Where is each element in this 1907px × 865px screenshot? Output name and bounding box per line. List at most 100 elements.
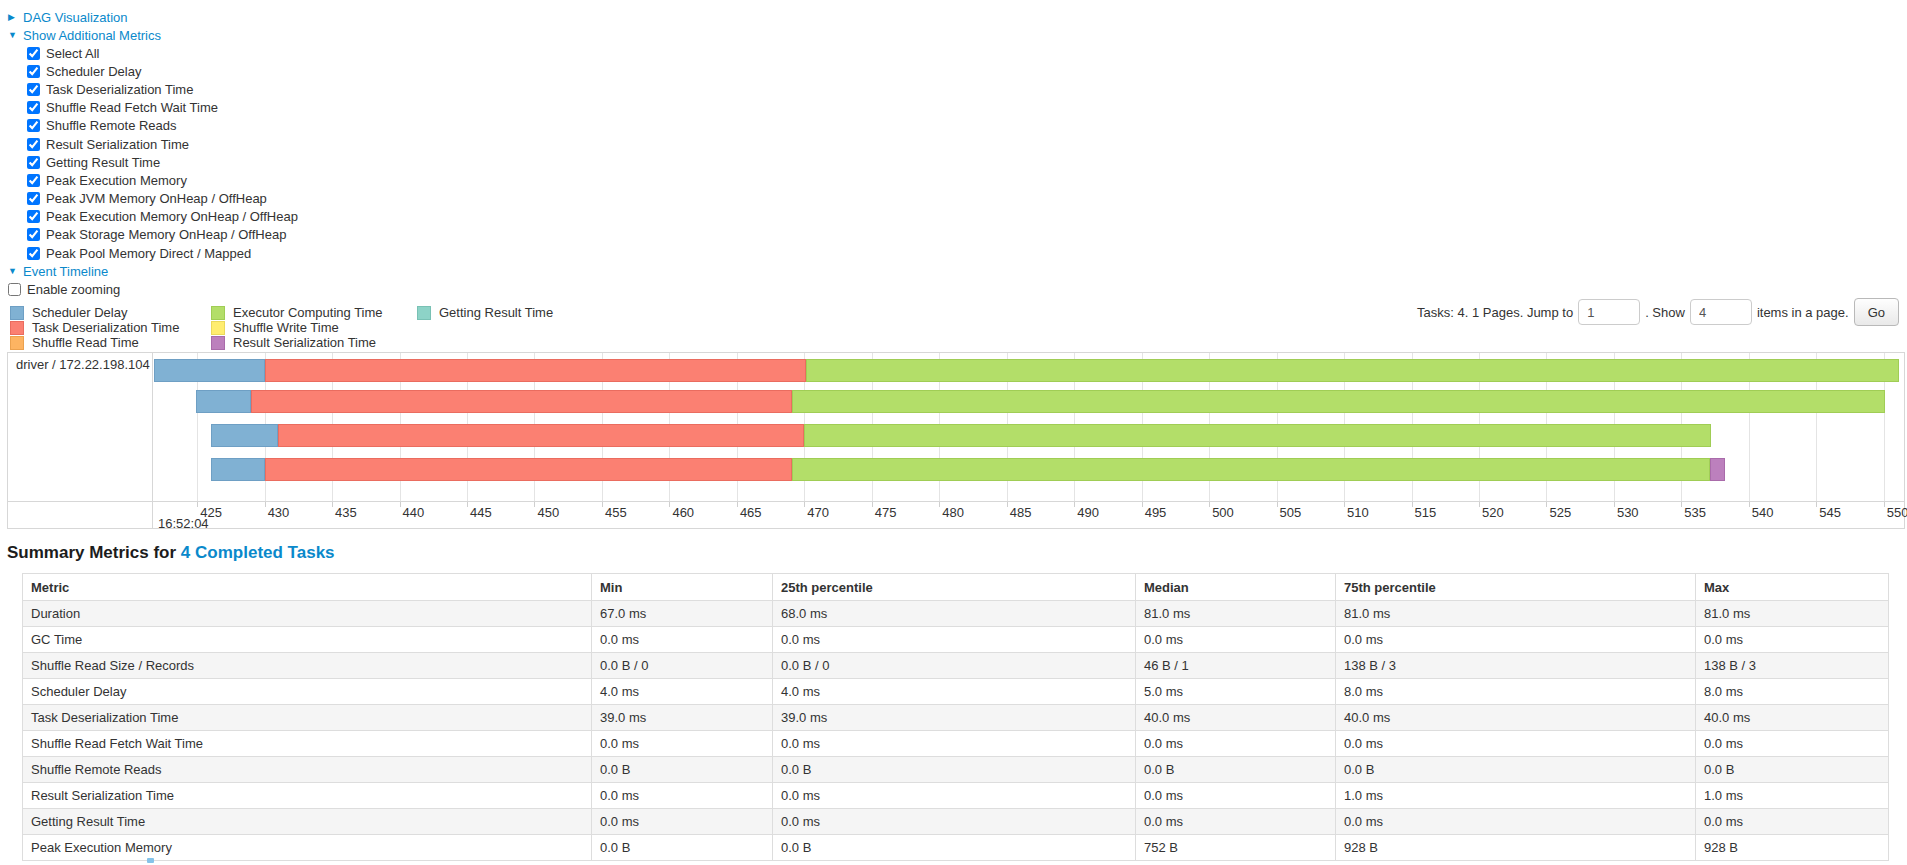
metric-checkbox-label: Select All <box>46 46 99 61</box>
show-additional-metrics-toggle[interactable]: ▼ Show Additional Metrics <box>8 26 161 44</box>
timeline-bar-segment-task-deserialization[interactable] <box>278 424 804 447</box>
axis-tick-label: 465 <box>740 505 762 520</box>
metric-checkbox[interactable] <box>27 47 40 60</box>
axis-tick-mark <box>534 502 535 507</box>
summary-value-cell: 0.0 ms <box>1696 809 1889 835</box>
metric-checkbox-label: Peak Pool Memory Direct / Mapped <box>46 246 251 261</box>
jump-to-page-input[interactable] <box>1578 299 1640 325</box>
page-size-input[interactable] <box>1690 299 1752 325</box>
legend-label: Result Serialization Time <box>233 335 376 350</box>
timeline-axis-ticks: 16:52:04 4254304354404454504554604654704… <box>154 502 1904 528</box>
timeline-bar-segment-scheduler-delay[interactable] <box>196 390 251 413</box>
metric-checkbox-row[interactable]: Getting Result Time <box>27 153 160 171</box>
summary-metric-cell: Peak Execution Memory <box>23 835 592 861</box>
metric-checkbox[interactable] <box>27 138 40 151</box>
enable-zooming-row[interactable]: Enable zooming <box>8 280 120 298</box>
axis-tick-label: 495 <box>1145 505 1167 520</box>
legend-label: Task Deserialization Time <box>32 320 179 335</box>
axis-tick-mark <box>1749 502 1750 507</box>
axis-tick-mark <box>265 502 266 507</box>
task-pagination: Tasks: 4. 1 Pages. Jump to . Show items … <box>1417 298 1899 326</box>
timeline-bar-segment-executor-computing[interactable] <box>804 424 1711 447</box>
summary-column-header: 75th percentile <box>1336 574 1696 601</box>
metric-checkbox-row[interactable]: Peak Pool Memory Direct / Mapped <box>27 244 251 262</box>
summary-value-cell: 0.0 ms <box>1696 627 1889 653</box>
axis-tick-mark <box>400 502 401 507</box>
summary-value-cell: 0.0 ms <box>592 627 773 653</box>
pagination-summary: Tasks: 4. 1 Pages. Jump to <box>1417 305 1573 320</box>
axis-tick-label: 440 <box>403 505 425 520</box>
summary-table-body: Duration67.0 ms68.0 ms81.0 ms81.0 ms81.0… <box>23 601 1889 861</box>
axis-tick-label: 475 <box>875 505 897 520</box>
timeline-bar-segment-scheduler-delay[interactable] <box>211 424 278 447</box>
metric-checkbox[interactable] <box>27 247 40 260</box>
timeline-bar-segment-scheduler-delay[interactable] <box>211 458 265 481</box>
summary-value-cell: 81.0 ms <box>1336 601 1696 627</box>
timeline-bar-segment-task-deserialization[interactable] <box>251 390 792 413</box>
legend-column: Executor Computing TimeShuffle Write Tim… <box>211 305 417 350</box>
timeline-bar-segment-task-deserialization[interactable] <box>265 458 793 481</box>
axis-tick-mark <box>1142 502 1143 507</box>
summary-metric-cell: Result Serialization Time <box>23 783 592 809</box>
metric-checkbox[interactable] <box>27 174 40 187</box>
timeline-bar-segment-executor-computing[interactable] <box>792 458 1710 481</box>
axis-tick-mark <box>1479 502 1480 507</box>
timeline-bar-segment-result-serialization[interactable] <box>1710 458 1725 481</box>
metric-checkbox[interactable] <box>27 101 40 114</box>
metric-checkbox-row[interactable]: Select All <box>27 44 99 62</box>
summary-title-prefix: Summary Metrics for <box>7 543 176 562</box>
summary-value-cell: 138 B / 3 <box>1336 653 1696 679</box>
timeline-bar-segment-executor-computing[interactable] <box>806 359 1899 382</box>
metric-checkbox[interactable] <box>27 65 40 78</box>
metric-checkbox-row[interactable]: Shuffle Read Fetch Wait Time <box>27 99 218 117</box>
summary-value-cell: 8.0 ms <box>1696 679 1889 705</box>
metric-checkbox-row[interactable]: Result Serialization Time <box>27 135 189 153</box>
metric-checkbox[interactable] <box>27 228 40 241</box>
summary-metric-cell: GC Time <box>23 627 592 653</box>
enable-zooming-checkbox[interactable] <box>8 283 21 296</box>
event-timeline-toggle[interactable]: ▼ Event Timeline <box>8 262 108 280</box>
summary-column-header: Max <box>1696 574 1889 601</box>
legend-item-shuffle-write: Shuffle Write Time <box>211 320 417 335</box>
axis-tick-label: 530 <box>1617 505 1639 520</box>
legend-item-scheduler-delay: Scheduler Delay <box>10 305 211 320</box>
timeline-bar-segment-executor-computing[interactable] <box>792 390 1885 413</box>
metric-checkbox-row[interactable]: Peak JVM Memory OnHeap / OffHeap <box>27 190 267 208</box>
timeline-plot-area <box>154 353 1904 501</box>
axis-tick-label: 535 <box>1684 505 1706 520</box>
summary-value-cell: 0.0 B <box>592 757 773 783</box>
metric-checkbox[interactable] <box>27 83 40 96</box>
summary-value-cell: 40.0 ms <box>1336 705 1696 731</box>
axis-tick-label: 430 <box>268 505 290 520</box>
metric-checkbox-label: Task Deserialization Time <box>46 82 193 97</box>
axis-tick-mark <box>332 502 333 507</box>
metric-checkbox-row[interactable]: Peak Storage Memory OnHeap / OffHeap <box>27 226 286 244</box>
axis-tick-mark <box>737 502 738 507</box>
metric-checkbox-row[interactable]: Scheduler Delay <box>27 62 141 80</box>
summary-value-cell: 0.0 ms <box>773 731 1136 757</box>
summary-table-row: Result Serialization Time0.0 ms0.0 ms0.0… <box>23 783 1889 809</box>
metric-checkbox-row[interactable]: Shuffle Remote Reads <box>27 117 177 135</box>
legend-item-shuffle-read: Shuffle Read Time <box>10 335 211 350</box>
summary-value-cell: 67.0 ms <box>592 601 773 627</box>
axis-tick-mark <box>872 502 873 507</box>
summary-value-cell: 39.0 ms <box>773 705 1136 731</box>
axis-tick-label: 445 <box>470 505 492 520</box>
summary-value-cell: 81.0 ms <box>1696 601 1889 627</box>
summary-value-cell: 0.0 ms <box>1336 809 1696 835</box>
metric-checkbox[interactable] <box>27 192 40 205</box>
completed-tasks-link[interactable]: 4 Completed Tasks <box>181 543 335 562</box>
metric-checkbox[interactable] <box>27 156 40 169</box>
metric-checkbox[interactable] <box>27 119 40 132</box>
legend-color-swatch <box>10 336 24 350</box>
axis-tick-label: 485 <box>1010 505 1032 520</box>
metric-checkbox-row[interactable]: Peak Execution Memory OnHeap / OffHeap <box>27 208 298 226</box>
metric-checkbox-row[interactable]: Peak Execution Memory <box>27 171 187 189</box>
metric-checkbox-row[interactable]: Task Deserialization Time <box>27 80 193 98</box>
go-button[interactable]: Go <box>1854 298 1899 326</box>
dag-visualization-toggle[interactable]: ▶ DAG Visualization <box>8 8 128 26</box>
timeline-bar-segment-task-deserialization[interactable] <box>265 359 806 382</box>
timeline-bar-segment-scheduler-delay[interactable] <box>154 359 265 382</box>
metric-checkbox[interactable] <box>27 210 40 223</box>
metrics-checkbox-list: Select AllScheduler Delay Task Deserializ… <box>27 44 298 262</box>
